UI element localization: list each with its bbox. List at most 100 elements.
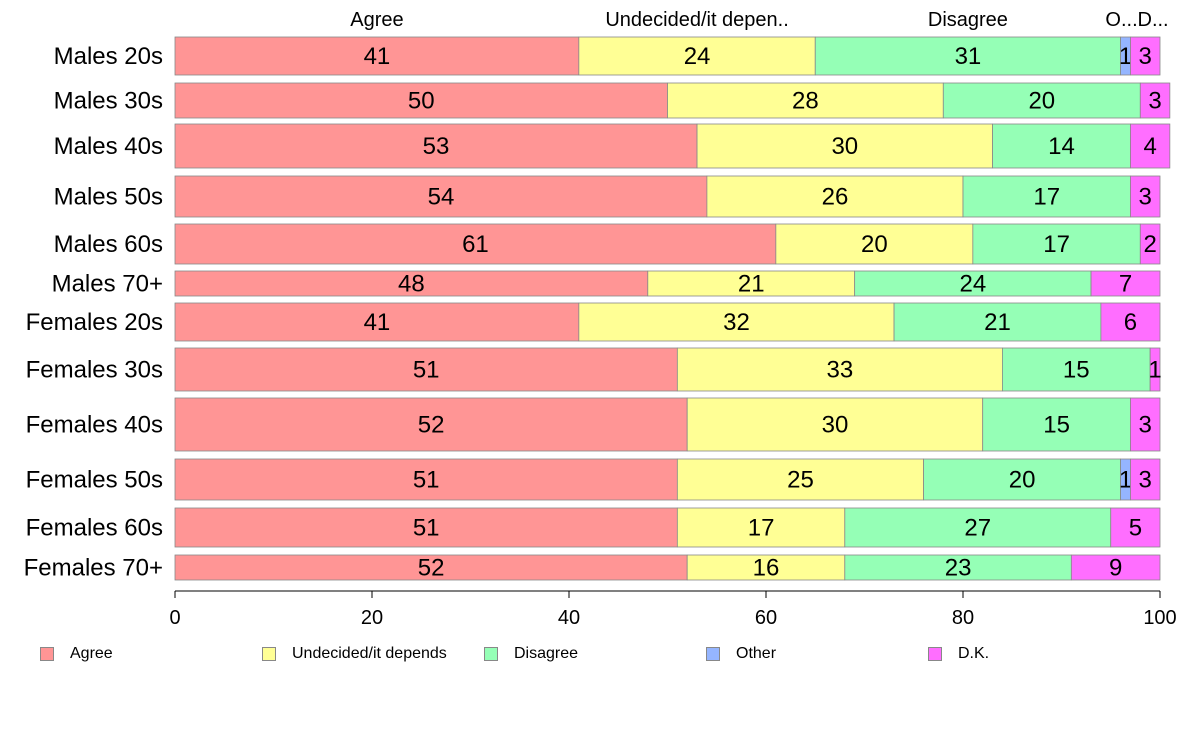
bar-agree-males-40s <box>174 123 698 169</box>
series-header-d-k: D... <box>1138 9 1169 31</box>
category-label-males-20s: Males 20s <box>54 43 163 70</box>
category-label-females-30s: Females 30s <box>26 357 163 384</box>
value-label-undecided-it-depends-males-50s: 26 <box>822 184 849 211</box>
value-label-d-k-females-50s: 3 <box>1139 467 1152 494</box>
value-label-disagree-males-60s: 17 <box>1043 231 1070 258</box>
value-label-undecided-it-depends-females-20s: 32 <box>723 309 750 336</box>
legend-item-disagree: Disagree <box>484 645 578 663</box>
category-label-males-30s: Males 30s <box>54 88 163 115</box>
bar-undecided-it-depends-males-70 <box>647 270 856 297</box>
value-label-d-k-males-50s: 3 <box>1139 184 1152 211</box>
x-tick-label-60: 60 <box>755 607 777 629</box>
value-label-agree-females-30s: 51 <box>413 357 440 384</box>
category-label-males-50s: Males 50s <box>54 184 163 211</box>
x-tick-label-0: 0 <box>169 607 180 629</box>
bar-undecided-it-depends-males-30s <box>667 82 944 119</box>
bar-undecided-it-depends-males-40s <box>696 123 993 169</box>
value-label-undecided-it-depends-males-70: 21 <box>738 271 765 298</box>
value-label-undecided-it-depends-females-30s: 33 <box>827 357 854 384</box>
bar-agree-males-50s <box>174 175 708 218</box>
bar-agree-males-30s <box>174 82 668 119</box>
bar-d-k-males-40s <box>1130 123 1171 169</box>
value-label-undecided-it-depends-males-30s: 28 <box>792 88 819 115</box>
bar-undecided-it-depends-females-20s <box>578 302 895 342</box>
legend-label-other: Other <box>736 645 777 662</box>
bar-d-k-females-50s <box>1130 458 1161 501</box>
bar-undecided-it-depends-males-50s <box>706 175 964 218</box>
value-label-agree-males-20s: 41 <box>364 43 391 70</box>
value-label-agree-males-50s: 54 <box>428 184 455 211</box>
value-label-agree-males-60s: 61 <box>462 231 489 258</box>
bar-d-k-males-20s <box>1130 36 1161 76</box>
legend-item-other: Other <box>706 645 776 663</box>
value-label-disagree-males-30s: 20 <box>1028 88 1055 115</box>
bar-d-k-females-60s <box>1110 507 1161 548</box>
value-label-agree-females-70: 52 <box>418 555 445 582</box>
legend-item-agree: Agree <box>40 645 113 663</box>
series-header-disagree: Disagree <box>928 9 1008 31</box>
bar-d-k-females-40s <box>1130 397 1161 452</box>
value-label-undecided-it-depends-females-40s: 30 <box>822 412 849 439</box>
bar-disagree-females-40s <box>982 397 1131 452</box>
bar-disagree-females-50s <box>923 458 1121 501</box>
series-header-undecided-it-depends: Undecided/it depen.. <box>605 9 788 31</box>
legend-label-agree: Agree <box>70 645 113 662</box>
value-label-disagree-males-70: 24 <box>959 271 986 298</box>
bar-disagree-females-60s <box>844 507 1112 548</box>
bar-undecided-it-depends-males-60s <box>775 223 974 265</box>
legend-swatch-undecided <box>262 647 276 661</box>
value-label-disagree-males-20s: 31 <box>955 43 982 70</box>
value-label-disagree-females-30s: 15 <box>1063 357 1090 384</box>
value-label-d-k-females-20s: 6 <box>1124 309 1137 336</box>
value-label-disagree-males-40s: 14 <box>1048 133 1075 160</box>
value-label-undecided-it-depends-males-60s: 20 <box>861 231 888 258</box>
category-label-females-50s: Females 50s <box>26 467 163 494</box>
bar-disagree-males-60s <box>972 223 1141 265</box>
legend-swatch-dk <box>928 647 942 661</box>
bar-undecided-it-depends-males-20s <box>578 36 816 76</box>
legend-item-dk: D.K. <box>928 645 989 663</box>
value-label-undecided-it-depends-females-50s: 25 <box>787 467 814 494</box>
value-label-disagree-females-20s: 21 <box>984 309 1011 336</box>
value-label-agree-females-40s: 52 <box>418 412 445 439</box>
bar-disagree-females-20s <box>893 302 1102 342</box>
value-label-d-k-males-40s: 4 <box>1143 133 1156 160</box>
bar-disagree-males-30s <box>942 82 1141 119</box>
bar-agree-females-40s <box>174 397 688 452</box>
bar-undecided-it-depends-females-70 <box>686 554 846 581</box>
bar-d-k-males-70 <box>1090 270 1161 297</box>
bar-undecided-it-depends-females-60s <box>676 507 846 548</box>
bar-undecided-it-depends-females-30s <box>676 347 1003 392</box>
bar-d-k-males-30s <box>1139 82 1171 119</box>
value-label-disagree-females-60s: 27 <box>964 515 991 542</box>
bar-d-k-females-70 <box>1070 554 1161 581</box>
value-label-agree-males-70: 48 <box>398 271 425 298</box>
bar-agree-males-60s <box>174 223 777 265</box>
value-label-other-females-50s: 1 <box>1119 467 1132 494</box>
bar-d-k-females-30s <box>1149 347 1161 392</box>
legend-label-dk: D.K. <box>958 645 990 662</box>
value-label-d-k-males-70: 7 <box>1119 271 1132 298</box>
value-label-agree-females-60s: 51 <box>413 515 440 542</box>
value-label-undecided-it-depends-females-60s: 17 <box>748 515 775 542</box>
bar-d-k-males-60s <box>1139 223 1161 265</box>
bar-agree-males-20s <box>174 36 580 76</box>
legend-swatch-disagree <box>484 647 498 661</box>
x-tick-label-20: 20 <box>361 607 383 629</box>
value-label-d-k-females-40s: 3 <box>1139 412 1152 439</box>
bar-disagree-males-50s <box>962 175 1131 218</box>
value-label-undecided-it-depends-males-40s: 30 <box>831 133 858 160</box>
legend-swatch-agree <box>40 647 54 661</box>
value-label-d-k-males-30s: 3 <box>1148 88 1161 115</box>
legend-label-undecided: Undecided/it depends <box>292 645 447 662</box>
value-label-disagree-males-50s: 17 <box>1033 184 1060 211</box>
x-tick-label-40: 40 <box>558 607 580 629</box>
category-label-females-60s: Females 60s <box>26 515 163 542</box>
category-label-males-70: Males 70+ <box>52 271 163 298</box>
legend: Agree Undecided/it depends Disagree Othe… <box>0 645 1188 665</box>
value-label-other-males-20s: 1 <box>1119 43 1132 70</box>
bar-agree-males-70 <box>174 270 649 297</box>
bar-agree-females-60s <box>174 507 678 548</box>
value-label-agree-females-20s: 41 <box>364 309 391 336</box>
value-label-d-k-males-60s: 2 <box>1143 231 1156 258</box>
